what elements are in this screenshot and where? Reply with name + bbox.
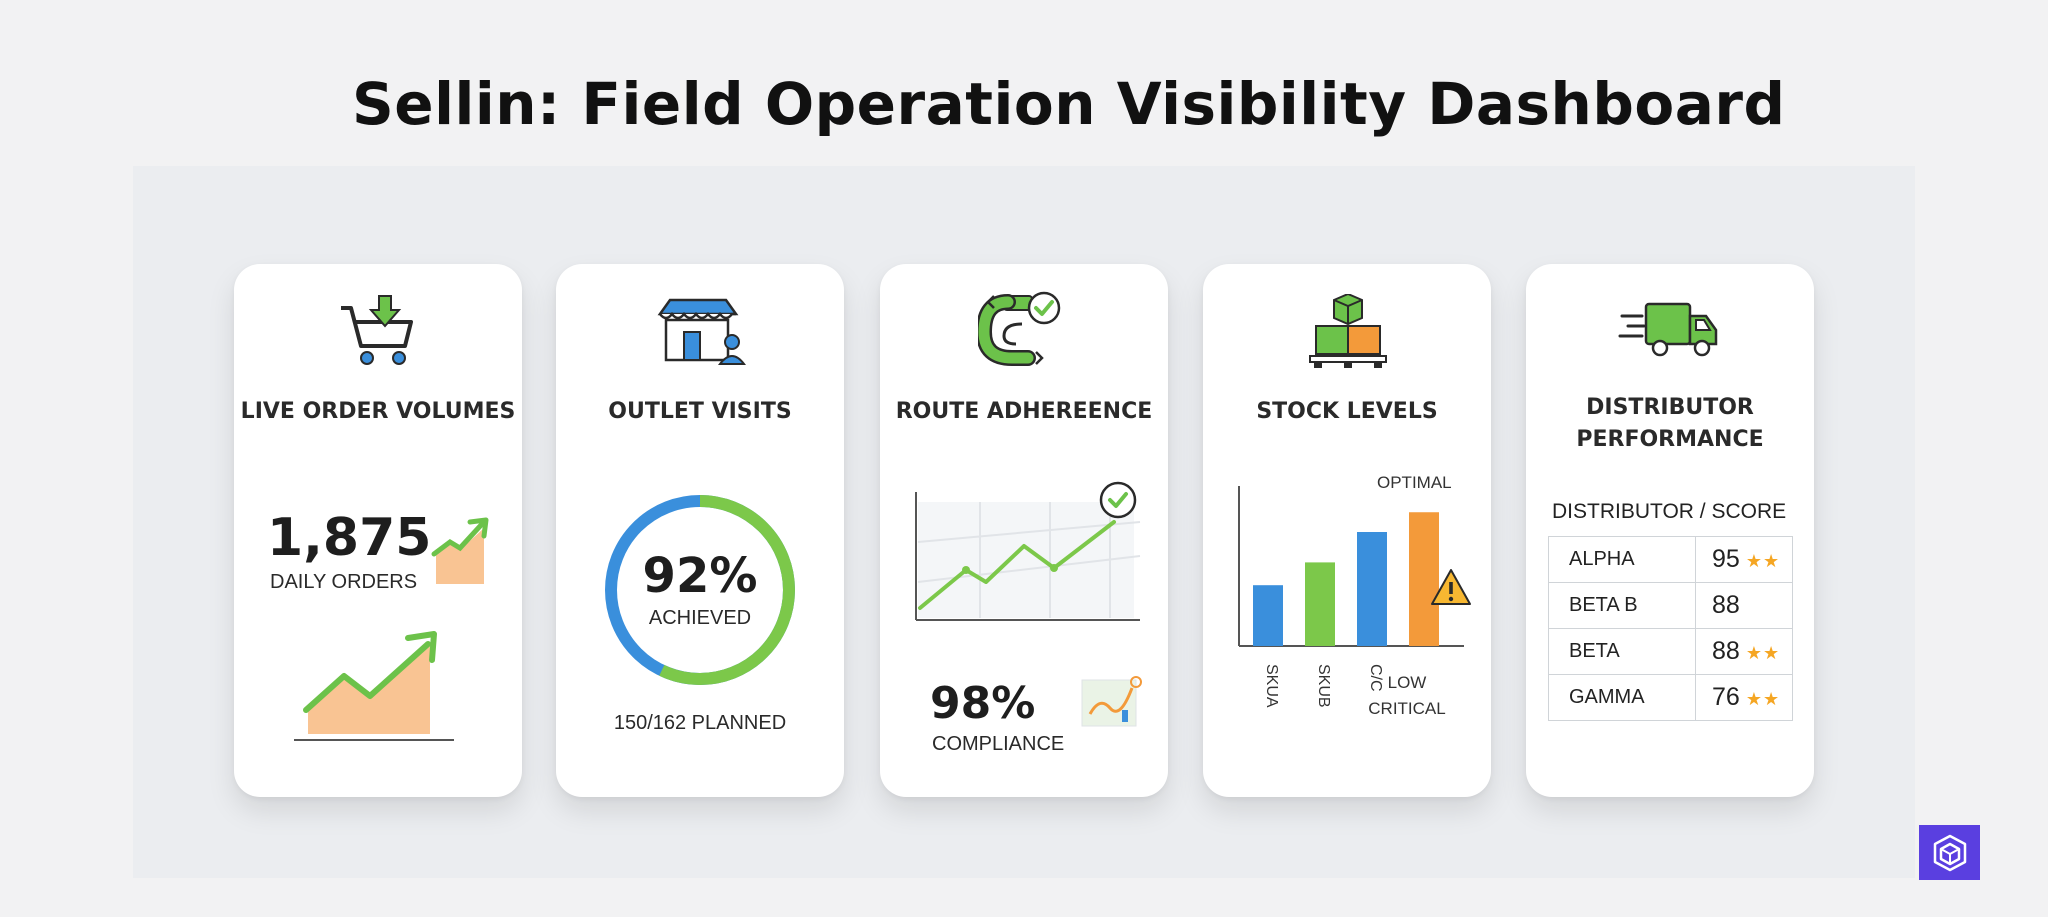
daily-orders-value: 1,875 <box>267 508 432 568</box>
star-rating-icon: ★★ <box>1745 643 1781 663</box>
tick-label-skub: SKUB <box>1315 664 1332 708</box>
score-value: 95 <box>1712 545 1740 573</box>
route-compliance-label: COMPLIANCE <box>932 733 1065 755</box>
distributor-score: 88 ★★ <box>1695 628 1793 675</box>
card-distributor-performance[interactable]: DISTRIBUTOR PERFORMANCE DISTRIBUTOR / SC… <box>1526 264 1814 797</box>
bar-low-critical <box>1409 512 1439 646</box>
score-value: 88 <box>1712 591 1740 619</box>
distributor-score: 95 ★★ <box>1695 536 1793 583</box>
star-rating-icon: ★★ <box>1745 689 1781 709</box>
route-check-icon <box>880 291 1168 374</box>
distributor-score-table: ALPHA 95 ★★ BETA B 88 BETA 88 ★★ GAMMA 76 ★… <box>1548 536 1793 721</box>
tick-label-skua: SKUA <box>1263 664 1280 708</box>
table-row[interactable]: ALPHA 95 ★★ <box>1548 536 1793 583</box>
bar-c-c <box>1357 532 1387 646</box>
optimal-label: OPTIMAL <box>1377 473 1452 492</box>
card-live-order-volumes[interactable]: LIVE ORDER VOLUMES 1,875 DAILY ORDERS <box>234 264 522 797</box>
bar-skub <box>1305 562 1335 646</box>
card-title: STOCK LEVELS <box>1256 399 1438 424</box>
cart-download-icon <box>234 294 522 374</box>
distributor-name: BETA B <box>1548 582 1696 629</box>
tick-label-low: LOW <box>1388 673 1427 692</box>
card-title-line-2: PERFORMANCE <box>1576 427 1764 452</box>
distributor-name: GAMMA <box>1548 674 1696 721</box>
distributor-name: ALPHA <box>1548 536 1696 583</box>
star-rating-icon: ★★ <box>1745 551 1781 571</box>
delivery-truck-icon <box>1526 294 1814 374</box>
route-percent: 98% <box>930 678 1036 729</box>
distributor-score: 88 <box>1695 582 1793 629</box>
route-compliance-chart <box>915 481 1141 621</box>
visits-progress-ring <box>605 495 795 685</box>
tick-label-critical: CRITICAL <box>1368 699 1445 718</box>
store-icon <box>556 294 844 374</box>
score-value: 76 <box>1712 683 1740 711</box>
mini-trend-icon <box>431 517 489 584</box>
map-route-icon <box>1081 676 1142 727</box>
warning-icon <box>1431 569 1471 605</box>
tick-label-cc: C/C <box>1367 664 1384 692</box>
visits-percent: 92% <box>642 548 758 604</box>
table-row[interactable]: GAMMA 76 ★★ <box>1548 674 1793 721</box>
card-outlet-visits[interactable]: OUTLET VISITS 92% ACHIEVED 150/162 PLANN… <box>556 264 844 797</box>
card-title: ROUTE ADHEREENCE <box>895 399 1153 424</box>
card-route-adherence[interactable]: ROUTE ADHEREENCE 98% COMPLIANCE <box>880 264 1168 797</box>
page-title: Sellin: Field Operation Visibility Dashb… <box>352 70 1786 138</box>
score-value: 88 <box>1712 637 1740 665</box>
distributor-score: 76 ★★ <box>1695 674 1793 721</box>
card-title-line-1: DISTRIBUTOR <box>1586 395 1754 420</box>
visits-planned-label: 150/162 PLANNED <box>613 712 787 734</box>
visits-achieved-label: ACHIEVED <box>648 607 752 629</box>
table-row[interactable]: BETA 88 ★★ <box>1548 628 1793 675</box>
boxes-on-pallet-icon <box>1203 294 1491 374</box>
card-title: OUTLET VISITS <box>608 399 792 424</box>
distributor-name: BETA <box>1548 628 1696 675</box>
brand-logo-icon[interactable] <box>1919 825 1980 880</box>
table-row[interactable]: BETA B 88 <box>1548 582 1793 629</box>
daily-orders-label: DAILY ORDERS <box>270 571 418 593</box>
bar-skua <box>1253 585 1283 646</box>
stock-levels-chart: OPTIMAL SKUA SKUB C/C LOW CRITICAL <box>1238 473 1471 718</box>
card-title: LIVE ORDER VOLUMES <box>240 399 516 424</box>
order-trend-chart <box>294 631 454 741</box>
card-stock-levels[interactable]: STOCK LEVELS OPTIMAL SKUA SKUB C/C LOW C… <box>1203 264 1491 797</box>
distributor-table-heading: DISTRIBUTOR / SCORE <box>1552 500 1787 523</box>
